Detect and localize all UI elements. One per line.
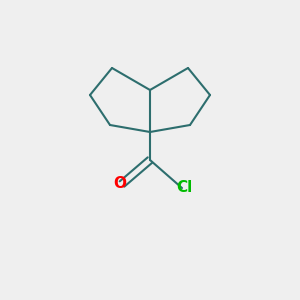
Text: Cl: Cl: [176, 181, 192, 196]
Text: O: O: [113, 176, 127, 191]
